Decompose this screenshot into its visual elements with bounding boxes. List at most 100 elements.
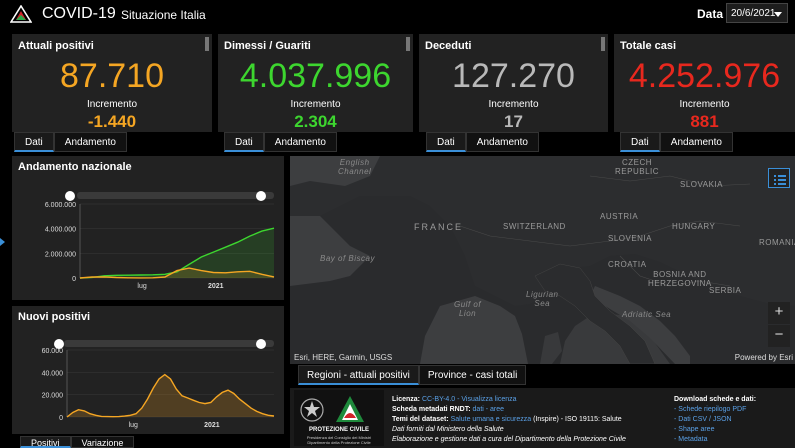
tab-andamento[interactable]: Andamento	[53, 132, 127, 152]
legend-button[interactable]	[768, 168, 790, 188]
map-base	[290, 156, 795, 364]
tab-andamento[interactable]: Andamento	[465, 132, 539, 152]
scrollbar[interactable]	[205, 37, 209, 51]
new-positives-panel: Nuovi positivi 0 20.000 40.000 60.000 lug 202…	[12, 306, 284, 434]
download-title: Download schede e dati:	[674, 396, 757, 403]
x-tick-label: 2021	[204, 422, 220, 429]
card-tabs-attuali: Dati Andamento	[14, 132, 127, 152]
range-slider-track[interactable]	[64, 340, 274, 347]
y-tick-label: 40.000	[42, 370, 64, 377]
bottom-tabs: Positivi Variazione	[20, 436, 135, 448]
range-slider-handle-left[interactable]	[65, 191, 75, 201]
card-inc-value: -1.440	[87, 112, 137, 131]
trend-chart: 0 2.000.000 4.000.000 6.000.000 lug 2021	[45, 191, 275, 290]
card-title: Deceduti	[425, 40, 472, 52]
download-metadata-link[interactable]: - Metadata	[674, 436, 708, 443]
date-label: Data	[697, 7, 724, 21]
card-value: 4.252.976	[628, 57, 781, 95]
range-slider-handle-right[interactable]	[256, 339, 266, 349]
pc-name: PROTEZIONE CIVILE	[308, 427, 369, 433]
series-area	[80, 228, 274, 278]
chevron-down-icon	[774, 12, 782, 17]
card-dimessi-guariti: Dimessi / Guariti 4.037.996 Incremento 2…	[218, 34, 413, 132]
map[interactable]: English Channel CZECH REPUBLIC SLOVAKIA …	[290, 156, 795, 364]
tab-andamento[interactable]: Andamento	[659, 132, 733, 152]
map-label-adriatic-sea: Adriatic Sea	[622, 310, 672, 319]
trend-panel: Andamento nazionale 0 2.000.000 4.000.000 6…	[12, 156, 284, 300]
tab-province[interactable]: Province - casi totali	[418, 365, 527, 385]
card-value: 87.710	[60, 57, 164, 95]
y-tick-label: 0	[72, 276, 76, 283]
series-area	[80, 268, 274, 278]
collapse-arrow-icon[interactable]	[0, 238, 5, 246]
map-label-romania: ROMANIA	[759, 238, 795, 247]
map-label-bosnia: BOSNIA AND HERZEGOVINA	[648, 270, 712, 288]
header: COVID-19 Situazione Italia Data 20/6/202…	[0, 0, 795, 28]
card-inc-value: 17	[504, 112, 523, 131]
tab-regioni[interactable]: Regioni - attuali positivi	[298, 365, 419, 385]
card-inc-label: Incremento	[86, 99, 138, 110]
x-tick-label: lug	[129, 422, 138, 429]
new-positives-chart: 0 20.000 40.000 60.000 lug 2021	[42, 339, 275, 429]
temi-label: Temi del dataset:	[392, 416, 449, 423]
download-pdf-link[interactable]: - Schede riepilogo PDF	[674, 406, 747, 413]
temi-link[interactable]: Salute umana e sicurezza	[450, 416, 532, 423]
card-tabs-totale: Dati Andamento	[620, 132, 733, 152]
card-inc-label: Incremento	[679, 99, 730, 110]
card-value: 127.270	[452, 57, 575, 95]
card-title: Totale casi	[620, 40, 677, 52]
tab-dati[interactable]: Dati	[426, 132, 466, 152]
tab-dati[interactable]: Dati	[224, 132, 264, 152]
tab-andamento[interactable]: Andamento	[263, 132, 337, 152]
range-slider-handle-right[interactable]	[256, 191, 266, 201]
y-tick-label: 0	[59, 415, 63, 422]
scheda-link[interactable]: dati - aree	[472, 406, 505, 413]
tab-dati[interactable]: Dati	[620, 132, 660, 152]
series-line	[79, 227, 275, 279]
zoom-in-button[interactable]: +	[768, 302, 790, 324]
dati-forniti: Dati forniti dal Ministero della Salute	[392, 426, 504, 433]
map-label-france: FRANCE	[414, 222, 464, 232]
map-label-austria: AUSTRIA	[600, 212, 639, 221]
tab-variazione[interactable]: Variazione	[70, 436, 135, 448]
y-tick-label: 6.000.000	[45, 202, 76, 209]
card-tabs-dimessi: Dati Andamento	[224, 132, 337, 152]
x-tick-label: 2021	[208, 283, 224, 290]
card-inc-value: 881	[690, 112, 719, 131]
footer-info: Licenza: CC-BY-4.0 - Visualizza licenza …	[392, 395, 626, 445]
scrollbar[interactable]	[406, 37, 410, 51]
card-value: 4.037.996	[239, 57, 392, 95]
range-slider-handle-left[interactable]	[54, 339, 64, 349]
map-label-slovakia: SLOVAKIA	[680, 180, 723, 189]
licenza-link[interactable]: CC-BY-4.0 - Visualizza licenza	[421, 396, 517, 403]
scheda-label: Scheda metadati RNDT:	[392, 406, 471, 413]
footer: PROTEZIONE CIVILE Presidenza del Consigl…	[290, 388, 795, 448]
tab-dati[interactable]: Dati	[14, 132, 54, 152]
download-csv-link[interactable]: - Dati CSV / JSON	[674, 416, 732, 423]
italian-emblem-icon	[300, 398, 324, 422]
y-tick-label: 4.000.000	[45, 227, 76, 234]
tab-positivi[interactable]: Positivi	[20, 436, 71, 448]
download-shape-link[interactable]: - Shape aree	[674, 426, 715, 433]
date-select[interactable]: 20/6/2021	[726, 3, 788, 23]
date-value: 20/6/2021	[731, 8, 776, 19]
range-slider-track[interactable]	[77, 192, 274, 199]
download-section: Download schede e dati: - Schede riepilo…	[674, 395, 756, 445]
zoom-out-button[interactable]: −	[768, 325, 790, 347]
card-inc-label: Incremento	[488, 99, 539, 110]
panel-title: Nuovi positivi	[18, 311, 91, 323]
map-label-switzerland: SWITZERLAND	[503, 222, 566, 231]
powered-by-esri[interactable]: Powered by Esri	[734, 353, 793, 362]
series-area	[67, 374, 274, 417]
temi-rest: (Inspire) - ISO 19115: Salute	[533, 416, 622, 423]
licenza-label: Licenza:	[392, 396, 421, 403]
y-tick-label: 20.000	[42, 393, 64, 400]
map-label-serbia: SERBIA	[709, 286, 742, 295]
covid-logo-icon	[10, 5, 32, 23]
map-label-bay-of-biscay: Bay of Biscay	[320, 254, 375, 263]
card-deceduti: Deceduti 127.270 Incremento 17	[419, 34, 608, 132]
series-line	[79, 267, 275, 279]
series-line	[66, 373, 275, 418]
card-tabs-deceduti: Dati Andamento	[426, 132, 539, 152]
scrollbar[interactable]	[601, 37, 605, 51]
